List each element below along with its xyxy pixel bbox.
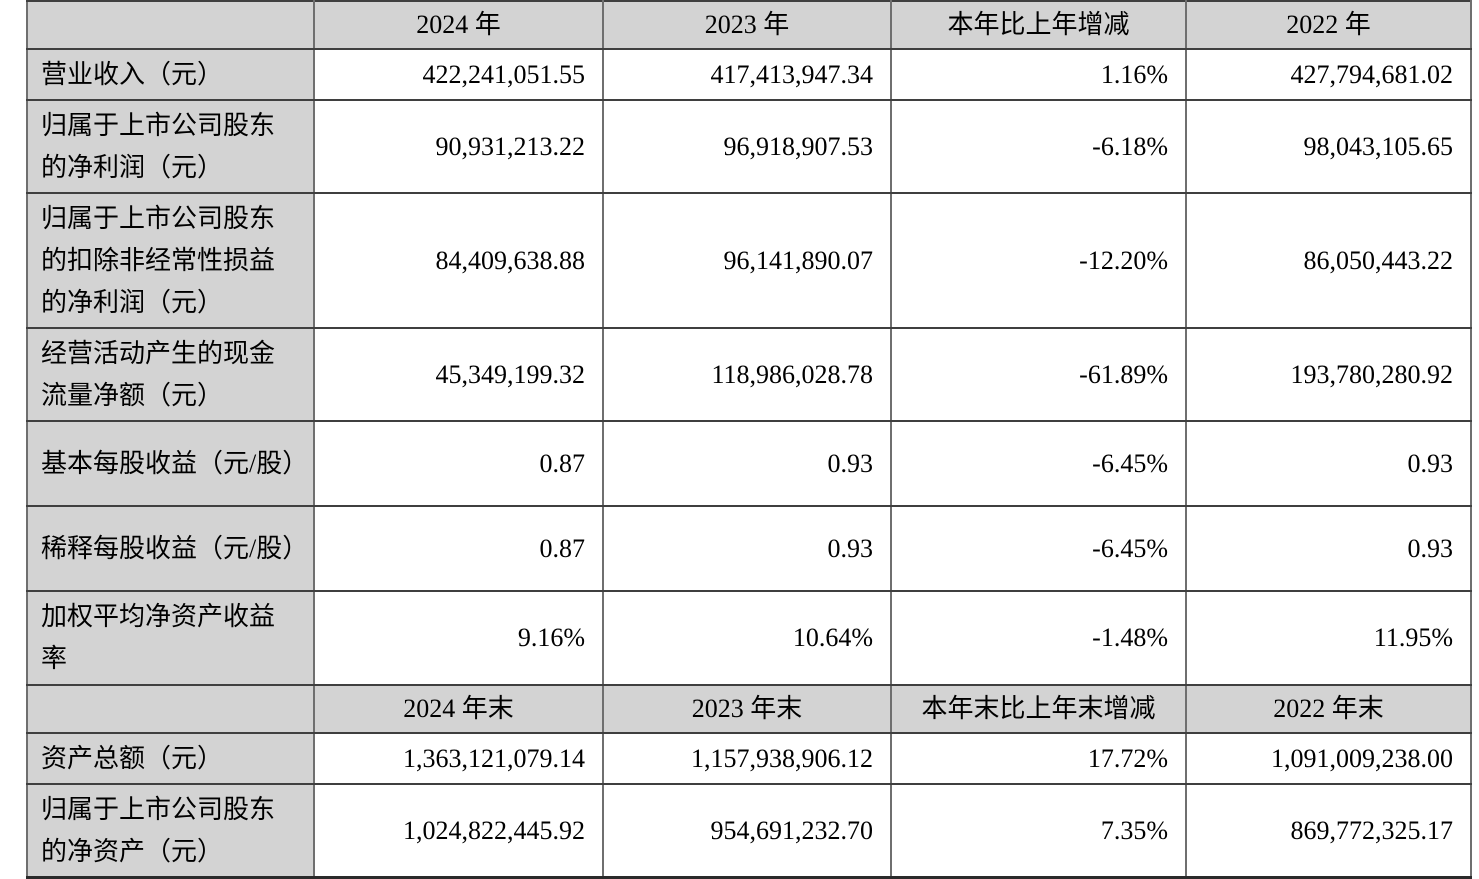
value-cell: 422,241,051.55 bbox=[313, 47, 604, 102]
value-cell: 1,363,121,079.14 bbox=[313, 731, 604, 786]
table-row-revenue: 营业收入（元） 422,241,051.55 417,413,947.34 1.… bbox=[26, 47, 1472, 102]
column-header-2022-end: 2022 年末 bbox=[1185, 683, 1472, 734]
column-header-2024-end: 2024 年末 bbox=[313, 683, 604, 734]
table-row-basic-eps: 基本每股收益（元/股） 0.87 0.93 -6.45% 0.93 bbox=[26, 420, 1472, 508]
value-cell: 17.72% bbox=[890, 731, 1187, 786]
value-cell: 0.93 bbox=[1185, 505, 1472, 593]
row-label-cell: 稀释每股收益（元/股） bbox=[26, 505, 315, 593]
value-cell: 1,157,938,906.12 bbox=[602, 731, 892, 786]
value-cell: 118,986,028.78 bbox=[602, 327, 892, 423]
row-label-cell: 归属于上市公司股东的扣除非经常性损益的净利润（元） bbox=[26, 192, 315, 330]
value-cell: 96,141,890.07 bbox=[602, 192, 892, 330]
table-header-row-year-end: 2024 年末 2023 年末 本年末比上年末增减 2022 年末 bbox=[26, 683, 1472, 734]
table-header-row-annual: 2024 年 2023 年 本年比上年增减 2022 年 bbox=[26, 0, 1472, 50]
table-row-net-profit-excl-nonrecurring: 归属于上市公司股东的扣除非经常性损益的净利润（元） 84,409,638.88 … bbox=[26, 192, 1472, 330]
value-cell: 98,043,105.65 bbox=[1185, 99, 1472, 195]
value-cell: 0.87 bbox=[313, 505, 604, 593]
corner-cell bbox=[26, 683, 315, 734]
value-cell: -6.18% bbox=[890, 99, 1187, 195]
value-cell: 427,794,681.02 bbox=[1185, 47, 1472, 102]
value-cell: 0.87 bbox=[313, 420, 604, 508]
value-cell: 1,024,822,445.92 bbox=[313, 783, 604, 879]
value-cell: 86,050,443.22 bbox=[1185, 192, 1472, 330]
column-header-yearend-change: 本年末比上年末增减 bbox=[890, 683, 1187, 734]
value-cell: 7.35% bbox=[890, 783, 1187, 879]
column-header-2022: 2022 年 bbox=[1185, 0, 1472, 50]
value-cell: -1.48% bbox=[890, 590, 1187, 686]
row-label-cell: 归属于上市公司股东的净资产（元） bbox=[26, 783, 315, 879]
value-cell: -6.45% bbox=[890, 420, 1187, 508]
row-label-cell: 基本每股收益（元/股） bbox=[26, 420, 315, 508]
key-financials-table: 2024 年 2023 年 本年比上年增减 2022 年 营业收入（元） 422… bbox=[26, 0, 1472, 879]
column-header-yoy-change: 本年比上年增减 bbox=[890, 0, 1187, 50]
corner-cell bbox=[26, 0, 315, 50]
value-cell: 0.93 bbox=[1185, 420, 1472, 508]
row-label-cell: 加权平均净资产收益率 bbox=[26, 590, 315, 686]
value-cell: 0.93 bbox=[602, 420, 892, 508]
row-label-cell: 营业收入（元） bbox=[26, 47, 315, 102]
value-cell: 417,413,947.34 bbox=[602, 47, 892, 102]
column-header-2023-end: 2023 年末 bbox=[602, 683, 892, 734]
row-label-cell: 经营活动产生的现金流量净额（元） bbox=[26, 327, 315, 423]
column-header-2024: 2024 年 bbox=[313, 0, 604, 50]
value-cell: 45,349,199.32 bbox=[313, 327, 604, 423]
row-label-cell: 归属于上市公司股东的净利润（元） bbox=[26, 99, 315, 195]
value-cell: 193,780,280.92 bbox=[1185, 327, 1472, 423]
value-cell: 954,691,232.70 bbox=[602, 783, 892, 879]
column-header-2023: 2023 年 bbox=[602, 0, 892, 50]
table-row-diluted-eps: 稀释每股收益（元/股） 0.87 0.93 -6.45% 0.93 bbox=[26, 505, 1472, 593]
row-label-cell: 资产总额（元） bbox=[26, 731, 315, 786]
table-row-net-assets: 归属于上市公司股东的净资产（元） 1,024,822,445.92 954,69… bbox=[26, 783, 1472, 879]
value-cell: 0.93 bbox=[602, 505, 892, 593]
table-row-operating-cash-flow: 经营活动产生的现金流量净额（元） 45,349,199.32 118,986,0… bbox=[26, 327, 1472, 423]
table-row-total-assets: 资产总额（元） 1,363,121,079.14 1,157,938,906.1… bbox=[26, 731, 1472, 786]
value-cell: -61.89% bbox=[890, 327, 1187, 423]
value-cell: 90,931,213.22 bbox=[313, 99, 604, 195]
value-cell: 9.16% bbox=[313, 590, 604, 686]
value-cell: 96,918,907.53 bbox=[602, 99, 892, 195]
value-cell: 11.95% bbox=[1185, 590, 1472, 686]
value-cell: 10.64% bbox=[602, 590, 892, 686]
table-row-net-profit: 归属于上市公司股东的净利润（元） 90,931,213.22 96,918,90… bbox=[26, 99, 1472, 195]
financial-summary-table: 2024 年 2023 年 本年比上年增减 2022 年 营业收入（元） 422… bbox=[26, 0, 1472, 879]
value-cell: 869,772,325.17 bbox=[1185, 783, 1472, 879]
value-cell: 84,409,638.88 bbox=[313, 192, 604, 330]
value-cell: -6.45% bbox=[890, 505, 1187, 593]
value-cell: 1.16% bbox=[890, 47, 1187, 102]
table-row-weighted-avg-roe: 加权平均净资产收益率 9.16% 10.64% -1.48% 11.95% bbox=[26, 590, 1472, 686]
value-cell: 1,091,009,238.00 bbox=[1185, 731, 1472, 786]
value-cell: -12.20% bbox=[890, 192, 1187, 330]
